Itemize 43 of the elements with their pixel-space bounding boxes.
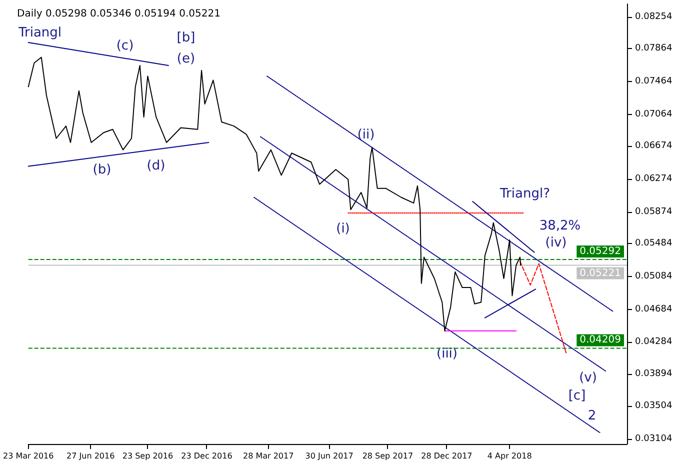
y-tick-label: 0.07064 bbox=[635, 109, 672, 120]
ref-line-label: 0.04209 bbox=[580, 334, 621, 346]
annotation: (e) bbox=[176, 52, 196, 66]
annotation: Triangl bbox=[17, 26, 62, 40]
y-tick-label: 0.03894 bbox=[635, 369, 672, 380]
annotation: (v) bbox=[579, 370, 597, 386]
annotation: [b] bbox=[176, 30, 196, 46]
y-tick-label: 0.04284 bbox=[635, 337, 672, 348]
line-series bbox=[519, 260, 568, 356]
annotation: [c] bbox=[568, 388, 586, 404]
annotation: (b) bbox=[92, 162, 112, 178]
y-tick-label: 0.03104 bbox=[635, 434, 672, 444]
annotation: (iv) bbox=[545, 236, 567, 250]
y-tick-label: 0.05874 bbox=[635, 206, 672, 217]
y-tick-label: 0.07464 bbox=[635, 76, 672, 87]
x-tick-label: 28 Dec 2017 bbox=[421, 452, 472, 460]
chart-title: Daily 0.05298 0.05346 0.05194 0.05221 bbox=[17, 8, 220, 20]
annotation: 2 bbox=[588, 408, 596, 424]
annotation: (c) bbox=[116, 38, 134, 54]
ref-line-label: 0.05292 bbox=[580, 246, 621, 257]
y-tick-label: 0.06674 bbox=[635, 141, 672, 152]
annotation: (d) bbox=[146, 158, 166, 174]
y-tick-label: 0.05484 bbox=[635, 238, 672, 249]
x-tick-label: 23 Sep 2016 bbox=[122, 452, 174, 460]
x-tick-label: 30 Jun 2017 bbox=[305, 452, 354, 460]
annotation: 38,2% bbox=[539, 218, 581, 234]
y-tick-label: 0.08254 bbox=[635, 12, 672, 22]
x-tick-label: 4 Apr 2018 bbox=[487, 452, 532, 460]
y-tick-label: 0.03504 bbox=[635, 400, 672, 411]
y-tick-label: 0.07864 bbox=[635, 44, 672, 54]
y-tick-label: 0.06274 bbox=[635, 174, 672, 184]
x-tick-label: 28 Sep 2017 bbox=[362, 452, 414, 460]
annotation: (i) bbox=[336, 222, 350, 236]
x-tick-label: 23 Dec 2016 bbox=[181, 452, 232, 460]
y-tick-label: 0.04684 bbox=[635, 304, 672, 314]
y-tick-label: 0.05084 bbox=[635, 272, 672, 282]
x-tick-label: 23 Mar 2016 bbox=[3, 452, 54, 460]
x-tick-label: 28 Mar 2017 bbox=[242, 452, 294, 460]
annotation: (iii) bbox=[436, 346, 458, 362]
annotation: Triangl? bbox=[499, 186, 550, 202]
annotation: (ii) bbox=[357, 128, 375, 142]
x-tick-label: 27 Jun 2016 bbox=[66, 452, 115, 460]
ref-line-label: 0.05221 bbox=[580, 268, 621, 279]
